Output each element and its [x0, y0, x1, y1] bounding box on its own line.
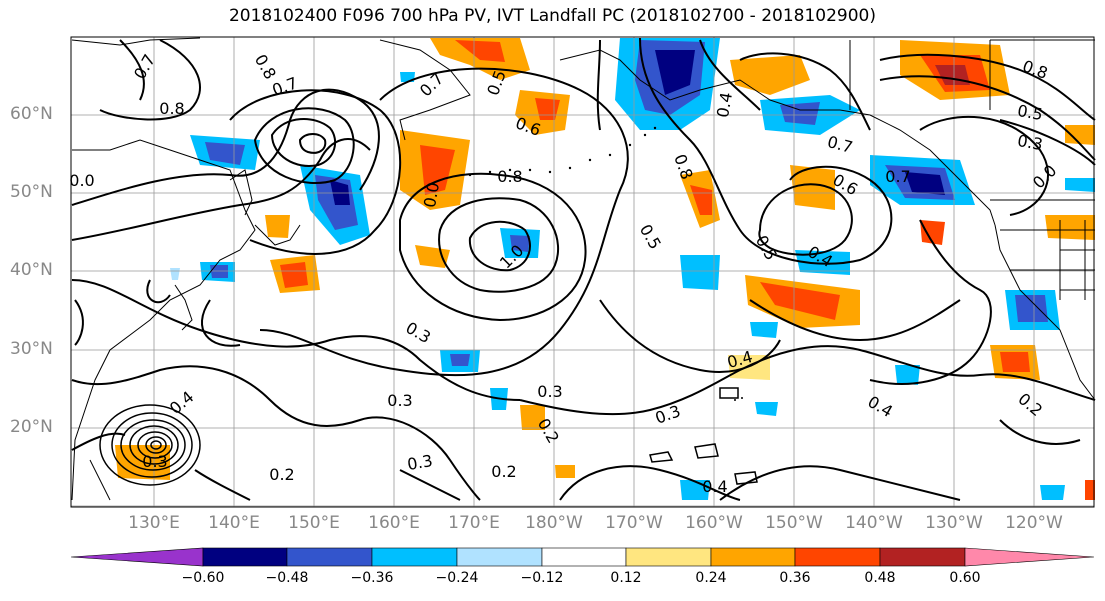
contour-label: 0.2	[1014, 389, 1046, 420]
lon-label: 160°W	[685, 513, 743, 533]
colorbar-segment	[70, 547, 204, 567]
lon-label: 160°E	[368, 513, 420, 533]
contour-label: 0.4	[864, 392, 896, 421]
contour-label: 0.7	[825, 132, 855, 157]
colorbar-tick-label: 0.60	[949, 570, 981, 586]
map-frame	[70, 36, 1095, 508]
lon-label: 180°W	[525, 513, 583, 533]
contour-label: 0.7	[416, 69, 447, 100]
lon-label: 150°E	[288, 513, 340, 533]
contour-label: 0.3	[142, 452, 167, 471]
colorbar-tick-label: −0.48	[265, 570, 309, 586]
colorbar-tick-label: −0.36	[350, 570, 394, 586]
lon-label: 170°E	[448, 513, 500, 533]
colorbar-segment	[456, 547, 543, 567]
cyclone-contours	[99, 404, 201, 486]
colorbar-tick-label: 0.36	[779, 570, 811, 586]
lat-label: 30°N	[10, 339, 53, 359]
contour-label: 0.2	[269, 465, 294, 484]
contour-label: 0.8	[251, 51, 280, 83]
map-title: 2018102400 F096 700 hPa PV, IVT Landfall…	[228, 6, 876, 26]
lon-label: 140°E	[208, 513, 260, 533]
lon-label: 130°W	[925, 513, 983, 533]
contour-label: 0.2	[491, 462, 516, 481]
contour-label: 0.3	[406, 451, 434, 474]
colorbar-segment	[710, 547, 796, 567]
contour-label: 0.0	[420, 181, 443, 209]
colorbar-segment	[371, 547, 458, 567]
lat-label: 50°N	[10, 182, 53, 202]
lon-label: 150°W	[765, 513, 823, 533]
lat-label: 40°N	[10, 260, 53, 280]
colorbar-tick-label: 0.24	[695, 570, 727, 586]
colorbar-segment	[879, 547, 966, 567]
contour-label: 0.3	[653, 401, 683, 428]
contour-label: 0.3	[402, 318, 434, 347]
lon-label: 120°W	[1005, 513, 1063, 533]
colorbar-tick-label: −0.12	[520, 570, 564, 586]
contour-label: 0.5	[752, 232, 781, 264]
contour-label: 0.5	[636, 221, 665, 253]
graticule	[71, 37, 1094, 507]
contour-label: 0.8	[159, 99, 184, 118]
lon-label: 170°W	[605, 513, 663, 533]
colorbar-segment	[541, 547, 627, 567]
contour-label: 0.4	[713, 91, 736, 119]
colorbar-tick-label: 0.48	[864, 570, 896, 586]
colorbar-segment	[202, 547, 288, 567]
colorbar-segment	[625, 547, 712, 567]
hawaii	[649, 387, 758, 485]
contour-label: 0.0	[69, 171, 94, 190]
colorbar-tick-label: 0.12	[610, 570, 642, 586]
colorbar	[70, 547, 1095, 567]
contour-label: 0.3	[537, 382, 562, 401]
colorbar-segment	[794, 547, 881, 567]
contour-label: 0.8	[497, 167, 522, 186]
colorbar-tick-label: −0.60	[181, 570, 225, 586]
contour-label: 0.3	[1016, 131, 1044, 154]
contour-label: 0.3	[387, 391, 412, 410]
contour-label: 0.4	[702, 477, 727, 496]
contour-label: 0.8	[1020, 56, 1050, 83]
contour-label: 0.7	[270, 73, 300, 100]
contour-label: 0.7	[885, 167, 910, 186]
pv-contours	[71, 37, 1096, 501]
contour-label: 0.4	[166, 387, 198, 418]
lon-label: 130°E	[128, 513, 180, 533]
colorbar-segment	[286, 547, 373, 567]
lat-label: 20°N	[10, 417, 53, 437]
colorbar-tick-label: −0.24	[435, 570, 479, 586]
lon-label: 140°W	[845, 513, 903, 533]
contour-label: 0.5	[1016, 101, 1044, 124]
lat-label: 60°N	[10, 104, 53, 124]
colorbar-segment	[964, 547, 1095, 567]
